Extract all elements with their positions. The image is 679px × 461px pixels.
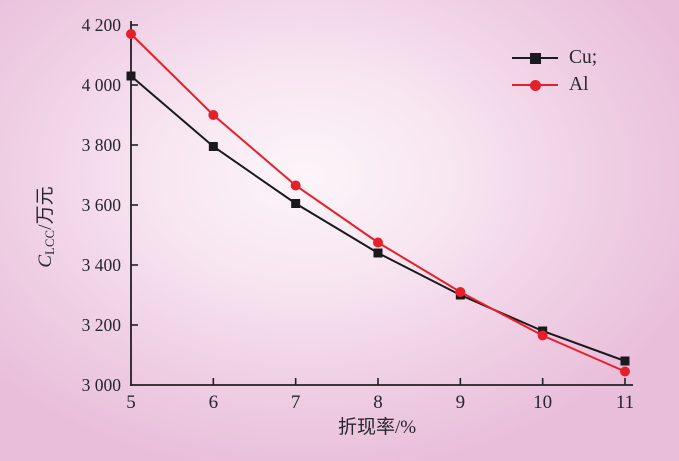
data-point-circle [620,366,630,377]
legend-label-cu: Cu; [569,47,598,69]
y-tick-label: 3 800 [82,135,122,155]
legend-label-al: Al [569,74,589,96]
y-axis-subscript: LCC [43,229,57,255]
x-tick-label: 6 [209,392,219,413]
legend-marker-square-icon [512,52,558,65]
x-tick-label: 11 [616,392,634,413]
x-tick-label: 8 [373,392,383,413]
legend: Cu; Al [512,46,597,97]
data-point-square [373,248,383,258]
data-point-square [620,356,630,366]
data-point-circle [373,237,383,248]
data-point-circle [126,29,136,39]
legend-item-al: Al [512,73,597,97]
y-axis-title: CLCC/万元 [30,186,58,267]
legend-item-cu: Cu; [512,46,597,70]
legend-circle-icon [529,79,541,91]
data-point-circle [455,287,466,297]
legend-square-icon [529,52,541,64]
data-point-circle [290,180,301,191]
y-axis-symbol: C [35,254,56,268]
x-axis-title: 折现率/% [337,417,417,438]
data-point-circle [208,110,219,120]
x-tick-label: 7 [291,392,301,413]
y-tick-label: 3 000 [82,375,122,395]
y-tick-label: 4 000 [82,75,122,95]
y-tick-label: 3 600 [82,195,122,215]
y-tick-label: 3 200 [82,315,122,335]
data-point-square [126,71,136,81]
x-tick-label: 10 [533,392,552,413]
legend-marker-circle-icon [512,79,558,92]
data-point-circle [537,330,548,341]
data-point-square [291,199,301,208]
series-line-0 [130,75,626,362]
x-tick-label: 5 [126,392,136,413]
y-tick-label: 4 200 [82,15,122,35]
data-point-square [208,142,218,151]
y-axis-unit: /万元 [35,186,56,230]
x-tick-label: 9 [456,392,466,413]
y-tick-label: 3 400 [82,255,122,275]
